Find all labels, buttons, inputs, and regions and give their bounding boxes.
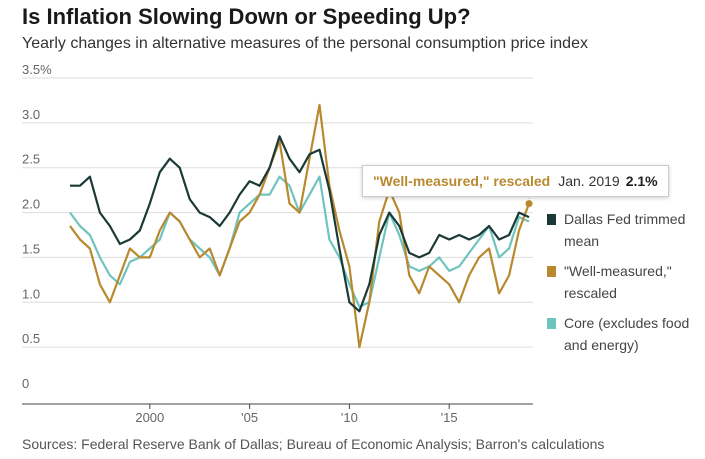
- legend-swatch-core: [547, 318, 556, 329]
- chart-subtitle: Yearly changes in alternative measures o…: [22, 35, 588, 52]
- legend-label: Core (excludes food and energy): [564, 315, 690, 353]
- hover-marker: [525, 198, 533, 208]
- series-lines: [69, 103, 531, 349]
- y-tick-label: 2.5: [22, 152, 40, 167]
- x-axis: 2000 '05 '10 '15: [22, 403, 533, 425]
- series-line: [70, 135, 530, 313]
- tooltip-series: "Well-measured," rescaled: [373, 173, 551, 189]
- legend-item-dallas[interactable]: Dallas Fed trimmed mean: [547, 208, 704, 252]
- chart-source: Sources: Federal Reserve Bank of Dallas;…: [22, 436, 605, 452]
- chart-grid: [22, 77, 533, 348]
- series-line: [69, 103, 531, 349]
- y-tick-label: 3.0: [22, 107, 40, 122]
- marker-dot: [525, 200, 533, 208]
- x-tick-label: '05: [241, 410, 258, 425]
- y-tick-label: 0: [22, 376, 29, 391]
- legend-swatch-dallas: [547, 214, 556, 225]
- legend-swatch-well-measured: [547, 266, 556, 277]
- x-tick-label: '10: [341, 410, 358, 425]
- x-tick-label: '15: [441, 410, 458, 425]
- legend-label: "Well-measured," rescaled: [564, 263, 672, 301]
- legend-label: Dallas Fed trimmed mean: [564, 211, 686, 249]
- hover-tooltip: "Well-measured," rescaled Jan. 2019 2.1%: [362, 165, 669, 197]
- y-tick-label: 1.0: [22, 286, 40, 301]
- y-axis-ticks: 0 0.5 1.0 1.5 2.0 2.5 3.0 3.5%: [22, 62, 52, 391]
- x-tick-label: 2000: [135, 410, 164, 425]
- tooltip-value: 2.1%: [625, 173, 658, 189]
- y-tick-label: 1.5: [22, 241, 40, 256]
- y-tick-label: 2.0: [22, 197, 40, 212]
- legend-item-core[interactable]: Core (excludes food and energy): [547, 312, 704, 356]
- legend-item-well-measured[interactable]: "Well-measured," rescaled: [547, 260, 704, 304]
- chart-title: Is Inflation Slowing Down or Speeding Up…: [22, 4, 471, 29]
- y-tick-label: 0.5: [22, 331, 40, 346]
- y-tick-label: 3.5%: [22, 62, 52, 77]
- tooltip-date: Jan. 2019: [558, 173, 620, 189]
